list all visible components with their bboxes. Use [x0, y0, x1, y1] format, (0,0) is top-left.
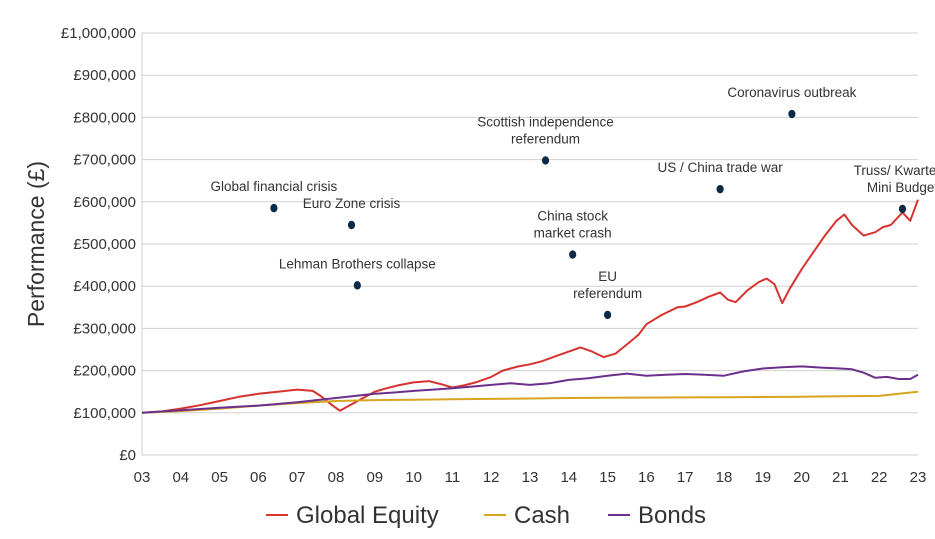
event-label: market crash: [534, 226, 612, 241]
y-tick-label: £400,000: [73, 278, 136, 295]
event-label: Euro Zone crisis: [303, 196, 401, 211]
event-label: China stock: [537, 209, 608, 224]
legend-label-cash: Cash: [514, 502, 570, 529]
legend-label-bonds: Bonds: [638, 502, 706, 529]
y-tick-label: £1,000,000: [61, 25, 136, 42]
x-tick-label: 03: [134, 469, 151, 486]
event-marker: [569, 250, 577, 259]
x-tick-label: 19: [754, 469, 771, 486]
series-lines: [141, 199, 919, 414]
x-tick-label: 21: [832, 469, 849, 486]
x-tick-label: 14: [560, 469, 577, 486]
event-label: referendum: [511, 131, 580, 146]
y-tick-label: £0: [119, 447, 136, 464]
y-tick-label: £200,000: [73, 363, 136, 380]
x-tick-label: 09: [366, 469, 383, 486]
x-tick-label: 16: [638, 469, 655, 486]
y-tick-label: £500,000: [73, 236, 136, 253]
series-line-global-equity: [141, 199, 919, 414]
event-label: Lehman Brothers collapse: [279, 256, 436, 271]
x-tick-label: 06: [250, 469, 267, 486]
event-marker: [270, 203, 278, 213]
y-tick-label: £100,000: [73, 405, 136, 422]
x-tick-label: 07: [289, 469, 306, 486]
y-tick-label: £300,000: [73, 320, 136, 337]
axes: [141, 33, 918, 456]
x-tick-labels: 03 04 05 06 07 08 09 10 11 12 13 14 15 16 17 18 19 20 21 22…: [134, 469, 927, 486]
event-marker: [347, 220, 356, 230]
y-tick-label: £900,000: [73, 67, 136, 84]
event-marker: [716, 184, 724, 194]
x-tick-label: 11: [445, 469, 461, 486]
event-marker: [541, 156, 550, 165]
x-tick-label: 23: [910, 469, 927, 486]
event-marker: [604, 310, 612, 320]
x-tick-label: 18: [716, 469, 733, 486]
event-marker: [788, 109, 796, 119]
event-label: Scottish independence: [477, 114, 614, 129]
event-label: Mini Budget: [867, 180, 935, 195]
x-tick-label: 13: [522, 469, 539, 486]
y-tick-labels: £0 £100,000 £200,000 £300,000 £400,000 £500,0…: [61, 25, 136, 464]
x-tick-label: 22: [871, 469, 888, 486]
x-tick-label: 08: [328, 469, 345, 486]
y-axis-label: Performance (£): [23, 161, 49, 327]
event-label: Coronavirus outbreak: [727, 85, 856, 100]
x-tick-label: 05: [211, 469, 228, 486]
annotations: Global financial crisis Euro Zone crisis L…: [211, 85, 935, 320]
grid-lines: [142, 32, 918, 414]
x-tick-label: 17: [677, 469, 694, 486]
y-tick-label: £600,000: [73, 194, 136, 211]
x-tick-label: 12: [483, 469, 500, 486]
series-line-bonds: [141, 365, 919, 414]
event-label: EU: [598, 269, 617, 284]
legend: Global Equity Cash Bonds: [266, 502, 706, 529]
x-tick-label: 20: [793, 469, 810, 486]
event-label: US / China trade war: [657, 160, 783, 175]
event-label: Global financial crisis: [211, 179, 338, 194]
series-line-cash: [141, 390, 919, 414]
event-marker: [353, 281, 361, 290]
legend-label-global-equity: Global Equity: [296, 502, 439, 529]
event-marker: [898, 204, 907, 214]
event-label: referendum: [573, 286, 642, 301]
y-tick-label: £800,000: [73, 109, 136, 126]
event-label: Truss/ Kwarteng: [854, 163, 935, 178]
y-tick-label: £700,000: [73, 152, 136, 169]
x-tick-label: 15: [599, 469, 616, 486]
x-tick-label: 10: [405, 469, 422, 486]
x-tick-label: 04: [172, 469, 189, 486]
